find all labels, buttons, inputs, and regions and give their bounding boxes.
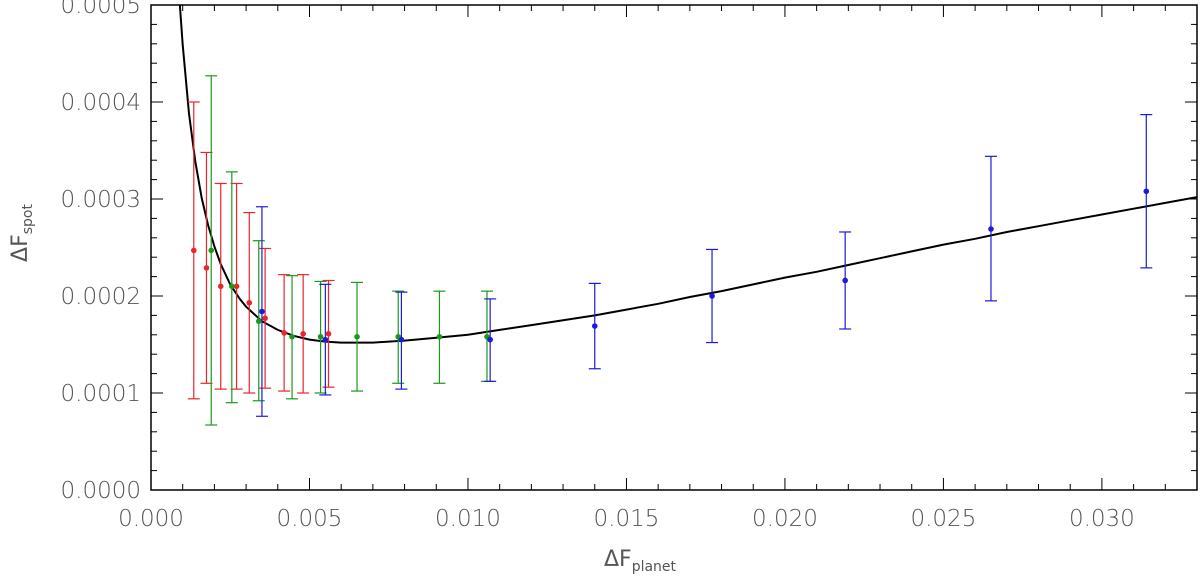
x-tick-label: 0.025 xyxy=(910,506,976,532)
data-point xyxy=(988,226,994,232)
data-point xyxy=(591,323,598,329)
data-point xyxy=(259,308,265,315)
series-2 xyxy=(255,114,1153,417)
data-point xyxy=(203,265,210,271)
data-point xyxy=(262,315,268,322)
data-point xyxy=(436,333,443,340)
data-point xyxy=(255,318,262,325)
data-point xyxy=(709,293,715,299)
data-point xyxy=(233,283,240,290)
data-point xyxy=(398,336,405,343)
data-point xyxy=(281,330,287,336)
y-axis-title: ΔFspot xyxy=(8,204,36,262)
series-0 xyxy=(187,101,335,400)
x-tick-label: 0.005 xyxy=(277,506,343,532)
x-axis-title: ΔFplanet xyxy=(604,547,677,575)
y-axis-title-sub: spot xyxy=(20,204,36,235)
data-point xyxy=(842,277,848,284)
data-point xyxy=(289,333,295,340)
data-point xyxy=(229,283,235,290)
data-point xyxy=(190,247,197,254)
axis-ticks xyxy=(150,4,1198,491)
y-tick-label: 0.0002 xyxy=(61,284,141,310)
y-tick-label: 0.0004 xyxy=(61,90,141,116)
data-point xyxy=(208,247,215,254)
x-tick-label: 0.030 xyxy=(1069,506,1135,532)
y-tick-label: 0.0003 xyxy=(61,187,141,213)
x-tick-label: 0.020 xyxy=(752,506,818,532)
y-tick-label: 0.0001 xyxy=(61,381,141,407)
y-axis-title-main: ΔF xyxy=(8,234,33,262)
data-series-layer xyxy=(187,75,1153,426)
axis-tick-labels: 0.000 0.005 0.010 0.015 0.020 0.025 0.030 0.000… xyxy=(61,0,1135,532)
data-point xyxy=(322,336,329,343)
fit-curve-layer xyxy=(178,5,1197,344)
data-point xyxy=(354,333,360,340)
data-point xyxy=(487,336,493,343)
data-point xyxy=(217,283,224,290)
y-tick-label: 0.0005 xyxy=(61,0,141,19)
series-1 xyxy=(205,75,493,426)
x-tick-label: 0.000 xyxy=(118,506,184,532)
data-point xyxy=(317,333,324,340)
y-tick-label: 0.0000 xyxy=(61,478,141,504)
x-tick-label: 0.010 xyxy=(435,506,501,532)
x-tick-label: 0.015 xyxy=(594,506,660,532)
data-point xyxy=(1143,188,1150,195)
fit-curve xyxy=(178,5,1197,344)
x-axis-title-main: ΔF xyxy=(604,547,632,572)
data-point xyxy=(325,331,332,337)
data-point xyxy=(246,299,253,306)
plot-frame xyxy=(150,4,1198,491)
data-point xyxy=(300,331,306,337)
x-axis-title-sub: planet xyxy=(632,559,677,575)
